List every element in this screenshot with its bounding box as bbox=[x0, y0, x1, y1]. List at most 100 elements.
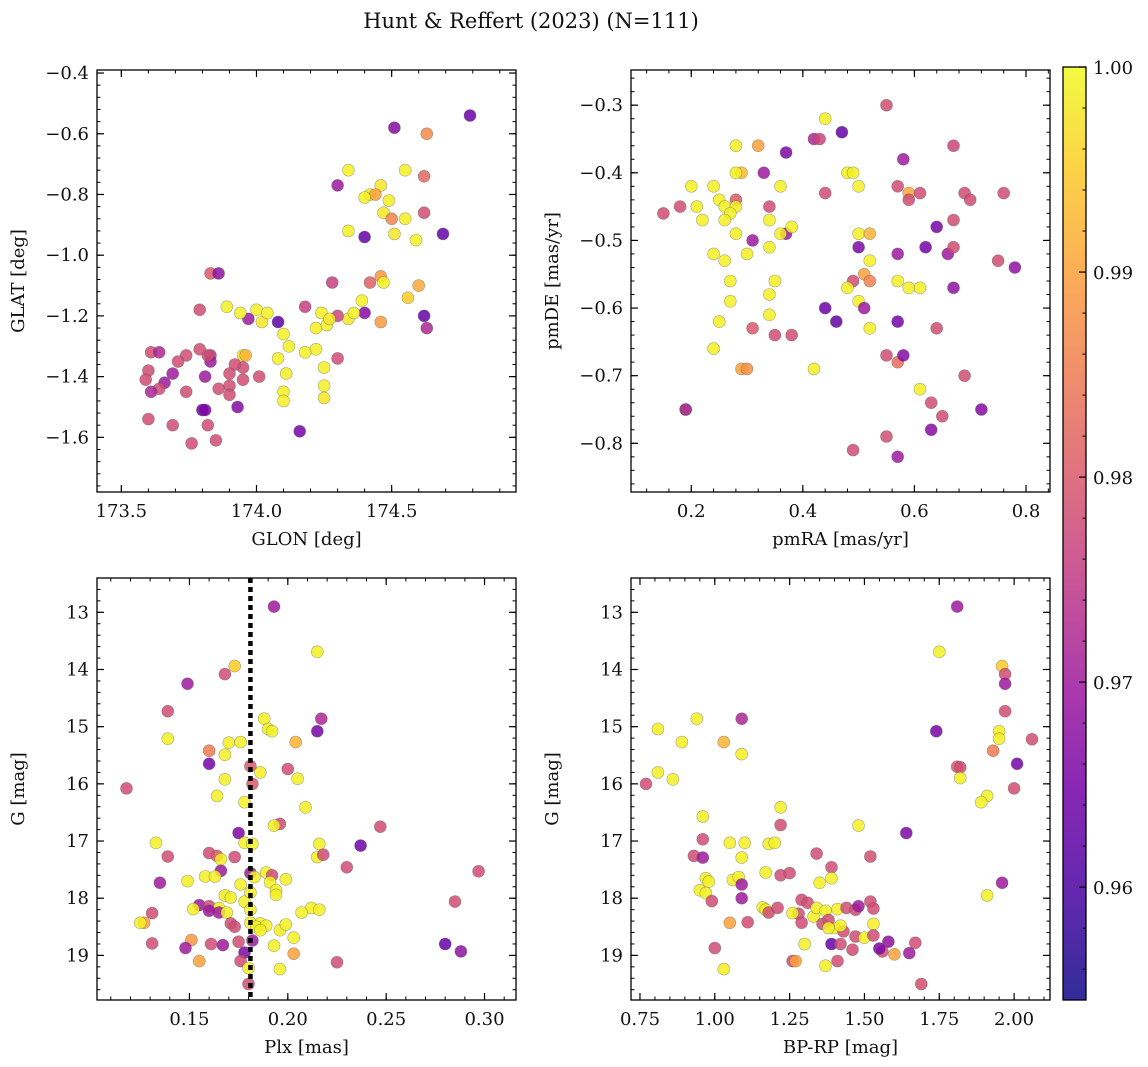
data-point bbox=[707, 342, 720, 355]
x-tick-label: 1.00 bbox=[695, 1009, 735, 1030]
data-point bbox=[768, 836, 782, 850]
data-point bbox=[666, 772, 680, 786]
colorbar-frame bbox=[1062, 66, 1087, 1001]
data-point bbox=[166, 418, 179, 432]
data-point bbox=[1007, 782, 1021, 795]
data-point bbox=[768, 274, 782, 288]
data-point bbox=[171, 355, 185, 368]
data-point bbox=[209, 434, 223, 447]
data-point bbox=[785, 220, 799, 234]
data-point bbox=[774, 227, 787, 240]
data-point bbox=[312, 837, 326, 851]
data-point bbox=[902, 946, 916, 960]
y-tick-label: 18 bbox=[66, 888, 89, 909]
data-point bbox=[690, 712, 704, 726]
data-point bbox=[705, 894, 719, 908]
x-tick-label: 2.00 bbox=[994, 1009, 1034, 1030]
data-point bbox=[888, 947, 901, 961]
data-point bbox=[723, 274, 737, 288]
x-tick-label: 0.75 bbox=[620, 1009, 660, 1030]
data-point bbox=[279, 872, 293, 886]
data-point bbox=[201, 418, 215, 432]
data-point bbox=[234, 878, 247, 891]
colorbar: 0.96 0.97 0.98 0.99 1.00 bbox=[1062, 58, 1133, 1001]
data-point bbox=[239, 349, 252, 362]
data-point bbox=[358, 230, 371, 244]
y-tick-label: 16 bbox=[600, 774, 623, 795]
data-point bbox=[829, 315, 843, 328]
data-point bbox=[891, 180, 905, 193]
data-point bbox=[771, 901, 784, 915]
data-point bbox=[220, 906, 234, 919]
colorbar-gradient bbox=[1063, 67, 1086, 1000]
data-point bbox=[299, 800, 312, 814]
y-tick-label: −0.8 bbox=[45, 184, 89, 205]
data-point bbox=[212, 382, 225, 396]
data-point bbox=[269, 888, 283, 902]
data-point bbox=[673, 200, 687, 213]
data-point bbox=[347, 306, 361, 320]
x-tick-label: 1.75 bbox=[919, 1009, 959, 1030]
data-point bbox=[363, 276, 377, 289]
data-point bbox=[238, 795, 251, 809]
data-point bbox=[409, 233, 423, 247]
data-point bbox=[145, 937, 159, 950]
data-point bbox=[417, 309, 431, 323]
axes-frame bbox=[630, 577, 1051, 1001]
data-point bbox=[271, 315, 285, 329]
data-points bbox=[639, 600, 1039, 991]
colorbar-tick-label: 0.99 bbox=[1093, 263, 1133, 284]
colorbar-tick-label: 1.00 bbox=[1093, 58, 1133, 79]
axes-frame bbox=[96, 577, 517, 1001]
data-point bbox=[882, 935, 895, 949]
x-tick-label: 0.15 bbox=[169, 1009, 209, 1030]
data-point bbox=[234, 735, 247, 749]
data-point bbox=[852, 899, 865, 913]
data-point bbox=[271, 352, 285, 365]
data-point bbox=[179, 385, 193, 399]
data-point bbox=[696, 213, 709, 227]
data-point bbox=[974, 795, 988, 809]
data-point bbox=[740, 247, 754, 261]
data-point bbox=[708, 941, 722, 955]
x-tick-label: 1.25 bbox=[770, 1009, 810, 1030]
y-tick-label: −1.4 bbox=[45, 367, 89, 388]
data-point bbox=[834, 937, 847, 951]
data-point bbox=[291, 772, 304, 786]
y-tick-label: −0.5 bbox=[579, 230, 623, 251]
data-point bbox=[144, 385, 158, 399]
data-point bbox=[193, 954, 206, 968]
y-tick-label: −0.7 bbox=[579, 366, 623, 387]
data-point bbox=[232, 826, 245, 840]
data-point bbox=[818, 112, 832, 125]
data-point bbox=[953, 760, 967, 774]
y-tick-label: −0.3 bbox=[579, 95, 623, 116]
data-point bbox=[223, 367, 236, 380]
data-point bbox=[702, 875, 716, 888]
y-tick-label: −1.0 bbox=[45, 245, 89, 266]
y-tick-label: −0.8 bbox=[579, 433, 623, 454]
data-point bbox=[779, 146, 793, 159]
data-point bbox=[891, 247, 905, 261]
data-point bbox=[786, 906, 799, 920]
data-point bbox=[134, 916, 147, 930]
data-point bbox=[382, 194, 396, 207]
data-point bbox=[218, 772, 232, 786]
data-point bbox=[398, 163, 412, 177]
data-point bbox=[783, 866, 796, 880]
y-tick-label: 13 bbox=[600, 602, 623, 623]
data-point bbox=[295, 906, 308, 919]
data-point bbox=[161, 732, 175, 746]
figure-title: Hunt & Reffert (2023) (N=111) bbox=[363, 9, 699, 33]
data-point bbox=[374, 315, 388, 329]
x-tick-label: 173.5 bbox=[96, 501, 148, 522]
data-point bbox=[902, 281, 916, 295]
data-point bbox=[298, 300, 312, 314]
data-point bbox=[831, 954, 844, 968]
data-point bbox=[153, 876, 167, 890]
data-point bbox=[707, 180, 720, 193]
panel-position: 173.5 174.0 174.5 −1.6 −1.4 −1.2 −1.0 −0.8 −0.6 −… bbox=[8, 63, 517, 550]
x-tick-label: 0.6 bbox=[900, 501, 929, 522]
data-point bbox=[735, 878, 749, 891]
data-point bbox=[417, 170, 431, 183]
